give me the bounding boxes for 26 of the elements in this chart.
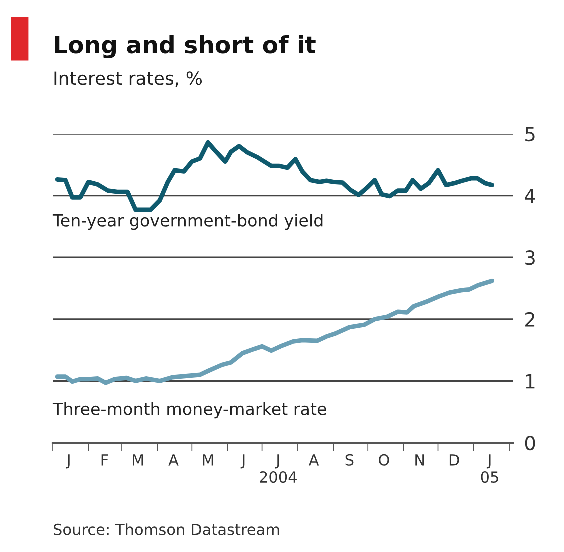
x-tick-label: A — [168, 454, 179, 466]
y-tick-label: 3 — [526, 250, 535, 266]
x-tick-label: J 05 — [481, 454, 498, 484]
line-series — [55, 278, 495, 386]
x-tick-label: F — [102, 454, 108, 466]
x-tick-label: J 2004 — [260, 454, 297, 484]
x-tick-label: J — [66, 454, 70, 469]
y-tick-label: 5 — [526, 127, 535, 142]
x-tick-label: N — [416, 454, 424, 466]
x-tick-label: M — [133, 454, 144, 466]
y-tick-label: 4 — [525, 189, 536, 204]
y-tick-label: 0 — [525, 436, 536, 451]
x-tick-label: M — [203, 454, 214, 466]
series-label: Three-month money-market rate — [52, 402, 326, 419]
series-label: Ten-year government-bond yield — [52, 214, 323, 230]
y-tick-label: 1 — [526, 374, 535, 389]
x-tick-label: S — [346, 454, 354, 466]
source-note: Source: Thomson Datastream — [54, 524, 280, 536]
x-tick-label: A — [308, 454, 320, 466]
y-tick-label: 2 — [526, 312, 535, 327]
x-tick-label: D — [450, 454, 460, 466]
chart-title: Long and short of it — [55, 35, 316, 59]
x-tick-label: O — [379, 454, 390, 466]
line-series — [55, 140, 495, 212]
x-tick-label: J — [240, 454, 245, 469]
chart-subtitle: Interest rates, % — [54, 72, 202, 88]
